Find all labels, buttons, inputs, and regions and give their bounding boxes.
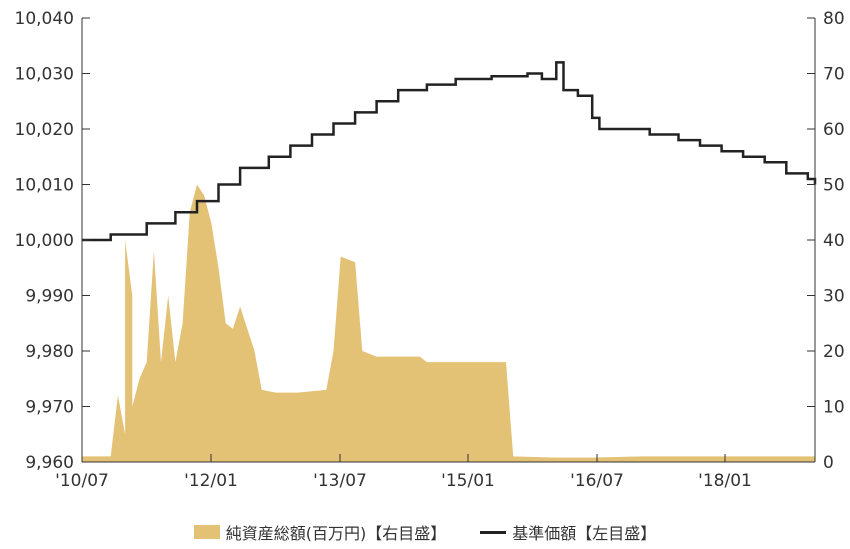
legend-item-price: 基準価額【左目盛】 <box>480 520 656 544</box>
x-tick-label: '16/07 <box>570 471 624 491</box>
right-tick-label: 60 <box>823 120 845 140</box>
right-tick-label: 40 <box>823 231 845 251</box>
right-tick-label: 0 <box>823 453 834 473</box>
right-tick-label: 70 <box>823 65 845 85</box>
nav-area-series <box>82 184 815 462</box>
right-tick-label: 50 <box>823 176 845 196</box>
legend-label-price: 基準価額【左目盛】 <box>512 524 657 543</box>
left-tick-label: 9,990 <box>25 287 74 307</box>
x-tick-label: '13/07 <box>313 471 367 491</box>
x-tick-label: '10/07 <box>55 471 109 491</box>
right-tick-label: 10 <box>823 398 845 418</box>
left-tick-label: 10,000 <box>15 231 74 251</box>
left-tick-label: 9,970 <box>25 398 74 418</box>
x-tick-label: '15/01 <box>441 471 495 491</box>
legend-label-nav: 純資産総額(百万円)【右目盛】 <box>225 524 447 543</box>
right-tick-label: 80 <box>823 9 845 29</box>
left-tick-label: 9,980 <box>25 342 74 362</box>
price-line-series <box>82 61 817 242</box>
legend-item-nav: 純資産総額(百万円)【右目盛】 <box>193 520 447 544</box>
right-tick-label: 30 <box>823 287 845 307</box>
left-tick-label: 10,010 <box>15 176 74 196</box>
legend: 純資産総額(百万円)【右目盛】 基準価額【左目盛】 <box>0 520 850 544</box>
x-tick-label: '18/01 <box>698 471 752 491</box>
legend-swatch-area <box>193 525 220 539</box>
left-tick-label: 10,040 <box>15 9 74 29</box>
x-tick-label: '12/01 <box>184 471 238 491</box>
legend-swatch-line <box>480 530 507 534</box>
left-tick-label: 10,020 <box>15 120 74 140</box>
right-tick-label: 20 <box>823 342 845 362</box>
left-tick-label: 9,960 <box>25 453 74 473</box>
left-tick-label: 10,030 <box>15 65 74 85</box>
